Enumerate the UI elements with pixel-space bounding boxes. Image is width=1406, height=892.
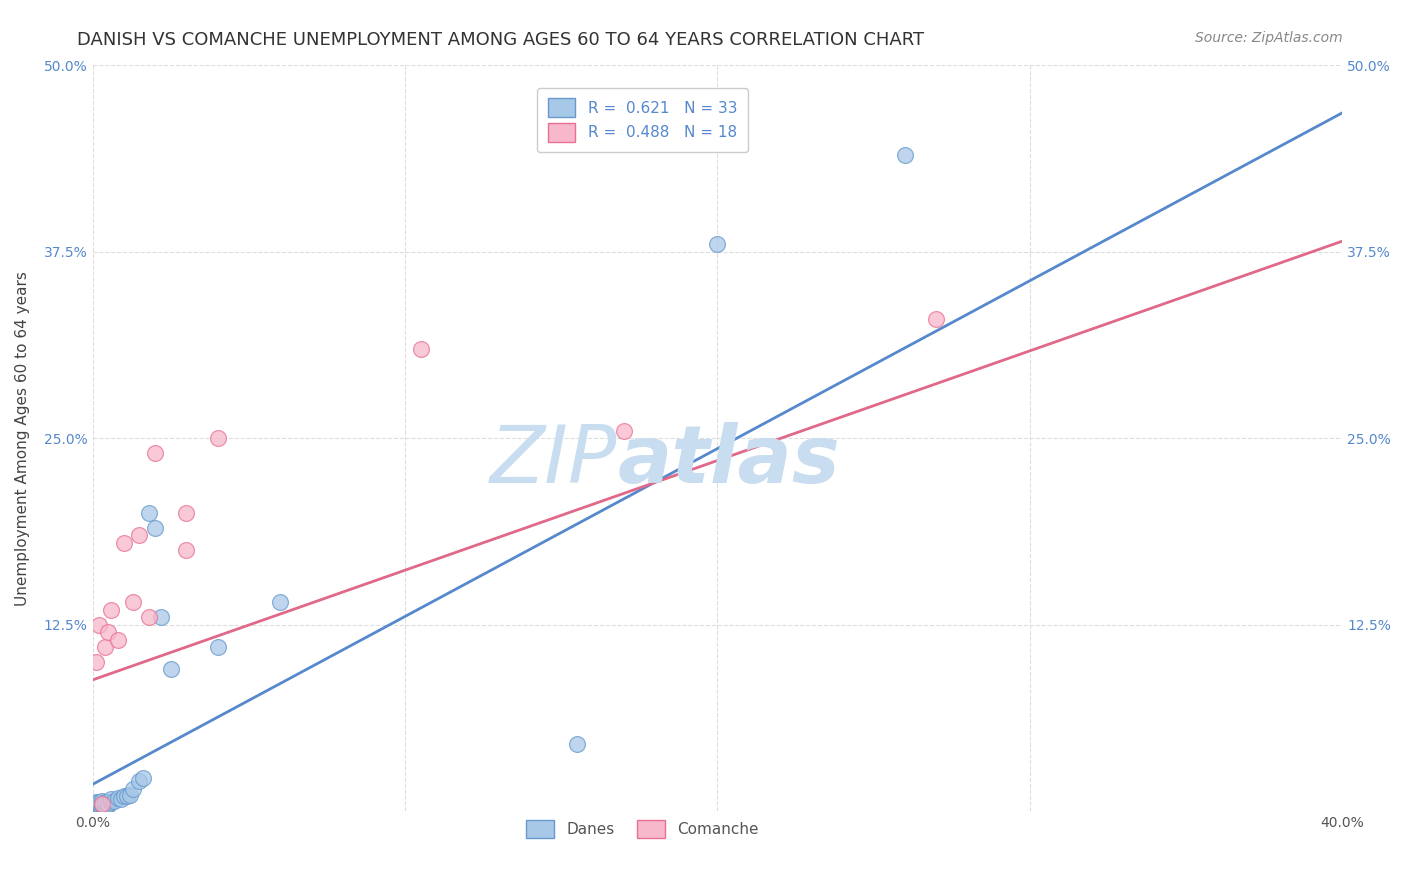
Point — [94, 795, 117, 809]
Point — [120, 788, 142, 802]
Point — [112, 789, 135, 804]
Y-axis label: Unemployment Among Ages 60 to 64 years: Unemployment Among Ages 60 to 64 years — [15, 270, 30, 606]
Point — [94, 640, 117, 654]
Point — [706, 237, 728, 252]
Point — [138, 506, 160, 520]
Point — [87, 617, 110, 632]
Point — [176, 543, 198, 558]
Point — [91, 794, 114, 808]
Point — [159, 662, 181, 676]
Point — [84, 795, 107, 809]
Point — [150, 610, 173, 624]
Point — [176, 506, 198, 520]
Point — [91, 798, 114, 813]
Text: Source: ZipAtlas.com: Source: ZipAtlas.com — [1195, 31, 1343, 45]
Point — [409, 342, 432, 356]
Point — [97, 797, 120, 811]
Point — [128, 774, 150, 789]
Point — [91, 797, 114, 811]
Point — [100, 603, 122, 617]
Point — [128, 528, 150, 542]
Point — [87, 795, 110, 809]
Text: atlas: atlas — [617, 422, 841, 500]
Point — [84, 655, 107, 669]
Point — [84, 798, 107, 813]
Legend: Danes, Comanche: Danes, Comanche — [520, 814, 765, 845]
Point — [138, 610, 160, 624]
Point — [122, 595, 145, 609]
Point — [143, 446, 166, 460]
Point — [103, 794, 125, 808]
Point — [613, 424, 636, 438]
Point — [97, 798, 120, 813]
Text: ZIP: ZIP — [491, 422, 617, 500]
Point — [894, 147, 917, 161]
Point — [107, 632, 129, 647]
Point — [87, 797, 110, 811]
Text: DANISH VS COMANCHE UNEMPLOYMENT AMONG AGES 60 TO 64 YEARS CORRELATION CHART: DANISH VS COMANCHE UNEMPLOYMENT AMONG AG… — [77, 31, 925, 49]
Point — [100, 792, 122, 806]
Point — [97, 625, 120, 640]
Point — [110, 792, 132, 806]
Point — [131, 772, 153, 786]
Point — [207, 640, 229, 654]
Point — [100, 795, 122, 809]
Point — [112, 535, 135, 549]
Point — [87, 798, 110, 813]
Point — [207, 431, 229, 445]
Point — [565, 737, 588, 751]
Point — [925, 311, 948, 326]
Point — [94, 797, 117, 811]
Point — [269, 595, 291, 609]
Point — [122, 781, 145, 796]
Point — [84, 797, 107, 811]
Point — [115, 789, 138, 804]
Point — [91, 797, 114, 811]
Point — [107, 790, 129, 805]
Point — [143, 521, 166, 535]
